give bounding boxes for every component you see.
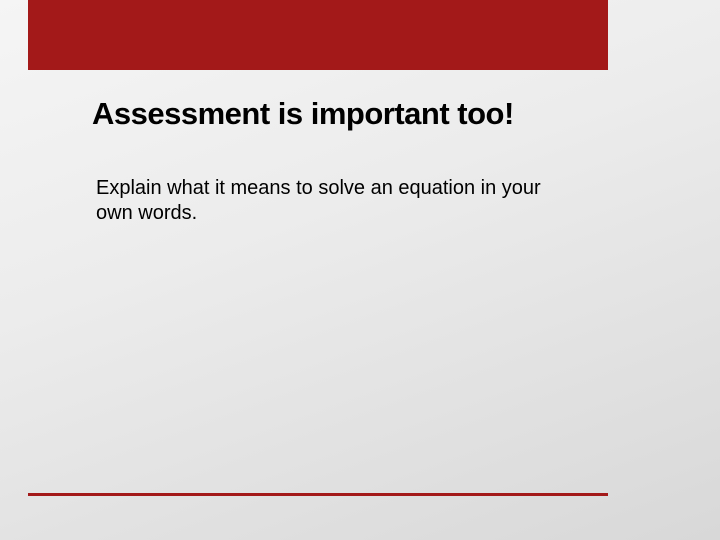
slide-body-text: Explain what it means to solve an equati…	[96, 176, 576, 226]
slide: Assessment is important too! Explain wha…	[0, 0, 720, 540]
slide-title: Assessment is important too!	[92, 96, 660, 132]
footer-divider	[28, 493, 608, 496]
header-bar	[28, 0, 608, 70]
